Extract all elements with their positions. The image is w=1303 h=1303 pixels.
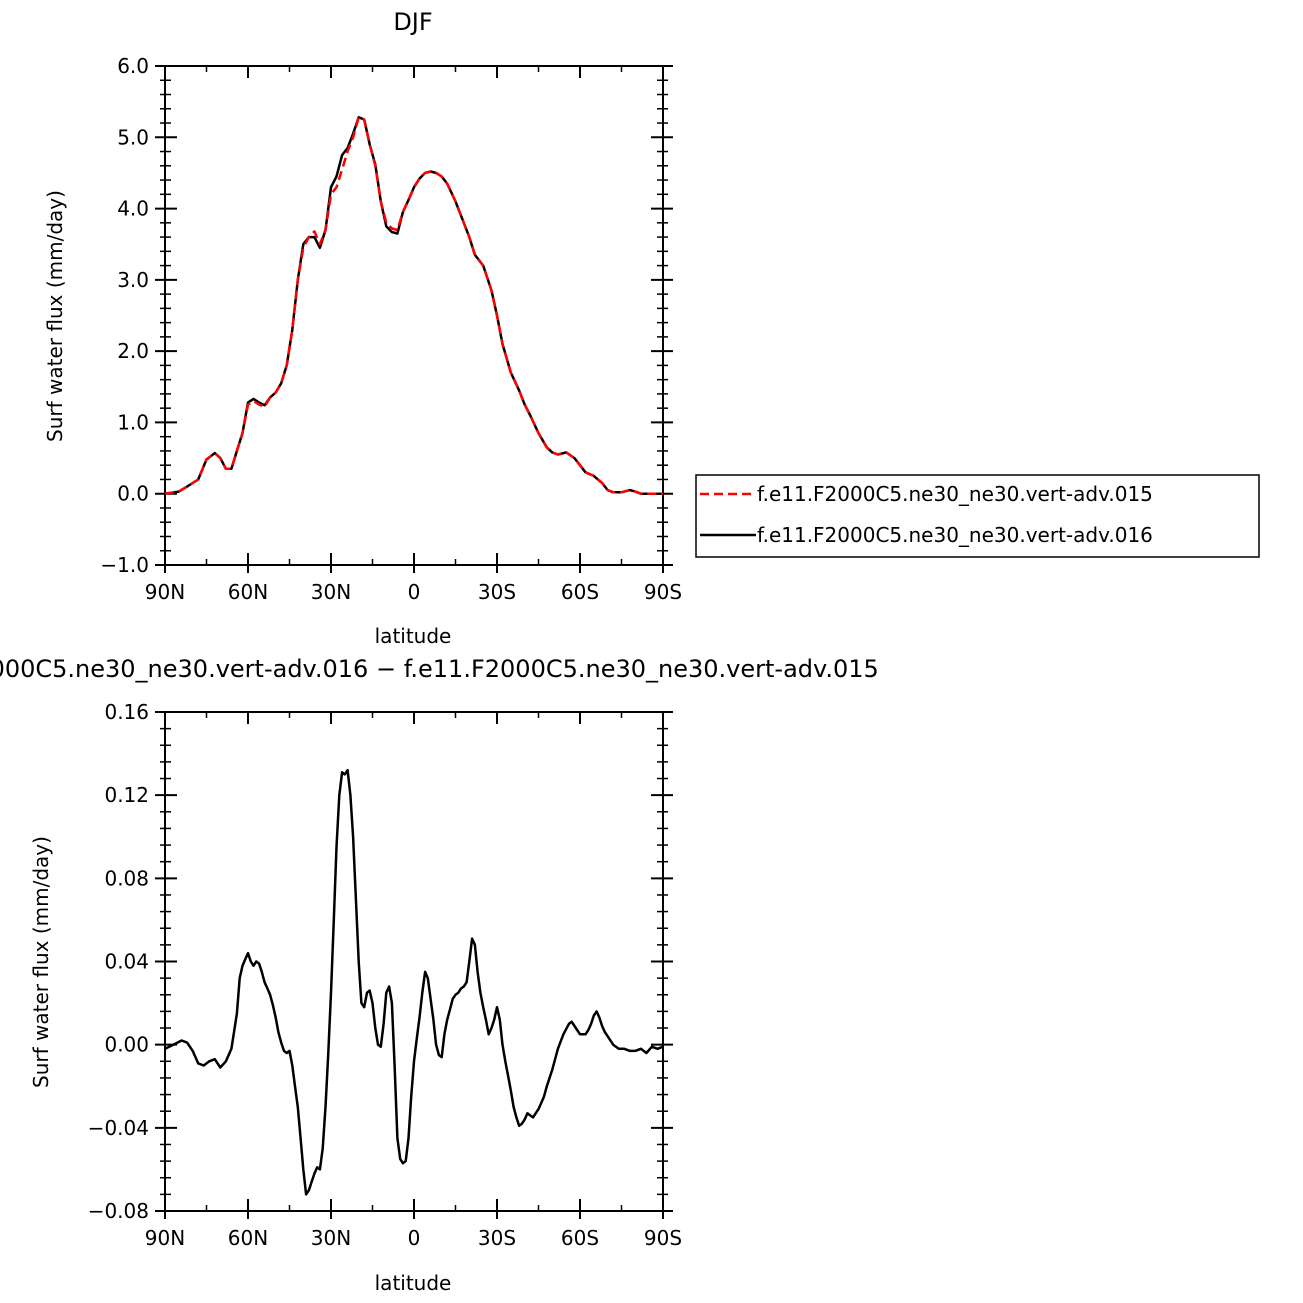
top-chart-legend: f.e11.F2000C5.ne30_ne30.vert-adv.015 f.e… (695, 474, 1260, 558)
y-tick-label: 3.0 (117, 268, 149, 292)
legend-label-series-1: f.e11.F2000C5.ne30_ne30.vert-adv.015 (757, 482, 1153, 506)
y-tick-label: 0.16 (104, 700, 149, 724)
top-chart-ylabel: Surf water flux (mm/day) (43, 190, 67, 442)
series-line-2 (164, 116, 663, 495)
plot-frame (164, 65, 664, 566)
top-chart-title: DJF (393, 8, 432, 36)
series-line-1 (164, 116, 663, 495)
bottom-chart-xlabel: latitude (375, 1271, 452, 1295)
x-tick-label: 90N (145, 580, 185, 604)
y-tick-label: 6.0 (117, 54, 149, 78)
legend-box (695, 474, 1260, 558)
top-chart-axes: 90N 60N 30N 0 30S 60S 90S −1.0 0.0 1.0 2.0 3.0 4.0 5.… (100, 54, 682, 604)
y-tick-label: 0.08 (104, 866, 149, 890)
x-tick-label: 30N (311, 1226, 351, 1250)
x-tick-label: 60N (228, 580, 268, 604)
y-tick-label: −0.04 (88, 1116, 149, 1140)
x-tick-label: 30S (478, 1226, 516, 1250)
x-tick-label: 0 (408, 580, 421, 604)
bottom-chart-lines (164, 768, 664, 1196)
bottom-chart-ylabel: Surf water flux (mm/day) (29, 836, 53, 1088)
y-tick-label: 5.0 (117, 125, 149, 149)
bottom-chart-title: f.e11.F2000C5.ne30_ne30.vert-adv.016 − f… (0, 655, 879, 683)
bottom-chart-axes: 90N 60N 30N 0 30S 60S 90S −0.08 −0.04 0.00 0.04 0.0… (88, 700, 682, 1250)
x-tick-label: 60S (561, 1226, 599, 1250)
x-tick-label: 60N (228, 1226, 268, 1250)
top-chart: DJF latitude Surf water flux (mm/day) 90… (43, 8, 1260, 648)
x-tick-label: 30S (478, 580, 516, 604)
y-tick-label: −0.08 (88, 1199, 149, 1223)
y-tick-label: −1.0 (100, 553, 149, 577)
top-chart-xlabel: latitude (375, 624, 452, 648)
y-tick-label: 4.0 (117, 197, 149, 221)
x-tick-label: 90S (644, 1226, 682, 1250)
y-tick-label: 0.0 (117, 482, 149, 506)
y-tick-label: 2.0 (117, 339, 149, 363)
top-chart-lines (164, 116, 663, 495)
y-tick-label: 0.00 (104, 1033, 149, 1057)
y-tick-label: 1.0 (117, 410, 149, 434)
x-tick-label: 90N (145, 1226, 185, 1250)
x-tick-label: 90S (644, 580, 682, 604)
x-tick-label: 60S (561, 580, 599, 604)
x-tick-label: 0 (408, 1226, 421, 1250)
bottom-chart: f.e11.F2000C5.ne30_ne30.vert-adv.016 − f… (0, 655, 879, 1295)
x-tick-label: 30N (311, 580, 351, 604)
y-tick-label: 0.04 (104, 950, 149, 974)
plot-frame (164, 711, 664, 1212)
series-line-1 (164, 768, 664, 1196)
legend-label-series-2: f.e11.F2000C5.ne30_ne30.vert-adv.016 (757, 523, 1153, 547)
y-tick-label: 0.12 (104, 783, 149, 807)
